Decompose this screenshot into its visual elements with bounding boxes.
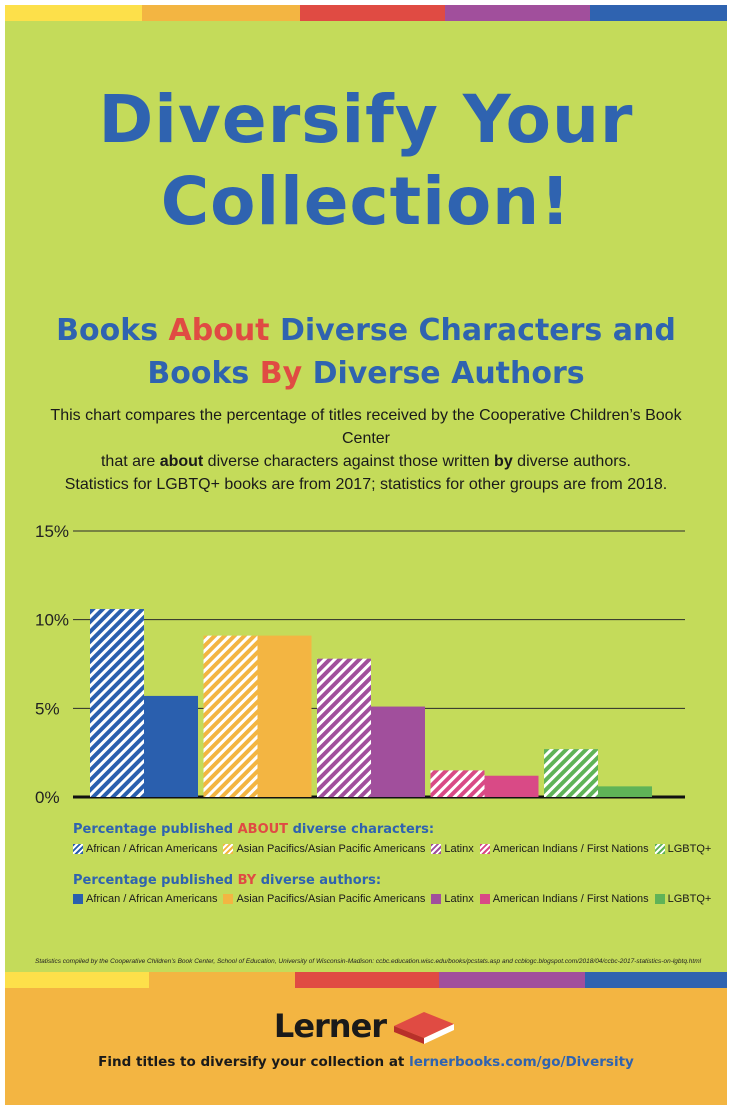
legend-swatch: [479, 894, 490, 904]
legend-swatch: [654, 844, 665, 854]
footnote: Statistics compiled by the Cooperative C…: [35, 958, 702, 965]
footer-cta: Find titles to diversify your collection…: [5, 1054, 727, 1070]
diversity-link[interactable]: lernerbooks.com/go/Diversity: [409, 1054, 634, 1070]
legend-title-text: diverse characters:: [288, 822, 435, 837]
poster-panel: Diversify Your Collection! Books About D…: [5, 21, 727, 972]
legend-item: Latinx: [431, 893, 474, 905]
stripe-segment: [445, 5, 590, 21]
legend-label: Latinx: [444, 843, 474, 855]
y-tick-label: 5%: [35, 699, 60, 718]
legend-item: African / African Americans: [73, 893, 217, 905]
intro-line: Statistics for LGBTQ+ books are from 201…: [64, 476, 668, 493]
legend-title-emphasis: BY: [237, 873, 257, 888]
intro-emphasis: about: [159, 453, 204, 470]
legend-swatch: [223, 844, 234, 854]
legend-label: American Indians / First Nations: [492, 893, 649, 905]
legend-item: Asian Pacifics/Asian Pacific Americans: [223, 893, 425, 905]
legend-item: Latinx: [431, 843, 474, 855]
subtitle-text: Diverse Characters and: [269, 313, 676, 348]
bar-about-4: [544, 749, 598, 797]
bottom-color-stripe: [5, 972, 727, 988]
main-title-line: Collection!: [160, 163, 572, 240]
legend-about-row: African / African Americans Asian Pacific…: [73, 843, 717, 855]
legend-label: Asian Pacifics/Asian Pacific Americans: [236, 893, 426, 905]
legend-label: Asian Pacifics/Asian Pacific Americans: [236, 843, 426, 855]
legend-swatch: [431, 894, 442, 904]
top-color-stripe: [5, 5, 727, 21]
intro-text: diverse characters against those written: [203, 453, 495, 470]
legend-swatch: [73, 894, 83, 904]
bar-by-3: [484, 775, 539, 797]
bar-by-2: [371, 706, 425, 797]
main-title-line: Diversify Your: [98, 81, 634, 158]
legend-by-title: Percentage published BY diverse authors:: [73, 873, 381, 888]
y-tick-label: 15%: [35, 522, 69, 541]
y-tick-label: 0%: [35, 788, 60, 807]
legend-swatch: [73, 844, 83, 854]
legend-swatch: [223, 894, 234, 904]
lerner-logo[interactable]: Lerner: [5, 1006, 727, 1046]
legend-title-text: Percentage published: [73, 822, 238, 837]
stripe-segment: [5, 972, 149, 988]
legend-label: American Indians / First Nations: [492, 843, 649, 855]
stripe-segment: [585, 972, 727, 988]
stripe-segment: [149, 972, 295, 988]
stripe-segment: [590, 5, 727, 21]
legend-label: Latinx: [444, 893, 474, 905]
legend-swatch: [431, 844, 442, 854]
legend-title-text: Percentage published: [73, 873, 238, 888]
subtitle-text: Books: [56, 313, 169, 348]
legend-swatch: [479, 844, 490, 854]
bar-by-1: [257, 635, 312, 797]
stripe-segment: [142, 5, 300, 21]
legend-item: LGBTQ+: [654, 893, 712, 905]
legend-title-text: diverse authors:: [256, 873, 382, 888]
intro-line: This chart compares the percentage of ti…: [50, 407, 682, 447]
legend-about-title: Percentage published ABOUT diverse chara…: [73, 822, 434, 837]
footer: Lerner Find titles to diversify your col…: [5, 988, 727, 1105]
subtitle-emphasis: By: [259, 356, 303, 391]
bar-about-0: [90, 609, 144, 797]
intro-emphasis: by: [494, 453, 513, 470]
intro-line: that are about diverse characters agains…: [25, 450, 707, 473]
subtitle-line: Books By Diverse Authors: [5, 352, 727, 395]
stripe-segment: [439, 972, 585, 988]
legend-label: LGBTQ+: [667, 893, 712, 905]
subtitle-emphasis: About: [168, 313, 270, 348]
book-icon: [394, 1012, 455, 1044]
legend-label: LGBTQ+: [667, 843, 712, 855]
y-tick-label: 10%: [35, 611, 69, 630]
legend-swatch: [654, 894, 665, 904]
main-title: Diversify Your Collection!: [5, 79, 727, 243]
bar-about-1: [203, 635, 258, 797]
subtitle-text: Diverse Authors: [302, 356, 585, 391]
bar-about-3: [430, 770, 485, 797]
bar-by-0: [144, 695, 198, 797]
bar-about-2: [317, 658, 371, 797]
bar-chart: 0% 5% 10% 15%: [35, 522, 685, 807]
footer-cta-text: Find titles to diversify your collection…: [98, 1054, 410, 1070]
legend-item: American Indians / First Nations: [479, 843, 649, 855]
legend-item: African / African Americans: [73, 843, 217, 855]
stripe-segment: [5, 5, 142, 21]
legend-by-row: African / African Americans Asian Pacific…: [73, 893, 717, 905]
subtitle-line: Books About Diverse Characters and: [5, 309, 727, 352]
subtitle: Books About Diverse Characters and Books…: [5, 309, 727, 395]
intro-text: This chart compares the percentage of ti…: [25, 404, 707, 496]
stripe-segment: [300, 5, 445, 21]
stripe-segment: [295, 972, 439, 988]
legend-label: African / African Americans: [86, 843, 218, 855]
legend-item: LGBTQ+: [654, 843, 712, 855]
legend-title-emphasis: ABOUT: [237, 822, 289, 837]
intro-text: diverse authors.: [512, 453, 631, 470]
subtitle-text: Books: [147, 356, 260, 391]
legend-label: African / African Americans: [86, 893, 218, 905]
bar-by-4: [598, 786, 652, 797]
intro-text: that are: [100, 453, 160, 470]
legend-item: American Indians / First Nations: [479, 893, 649, 905]
legend-item: Asian Pacifics/Asian Pacific Americans: [223, 843, 425, 855]
logo-text: Lerner: [273, 1007, 387, 1045]
